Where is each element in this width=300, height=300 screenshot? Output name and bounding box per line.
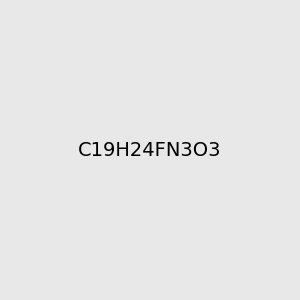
Text: C19H24FN3O3: C19H24FN3O3 <box>78 140 222 160</box>
